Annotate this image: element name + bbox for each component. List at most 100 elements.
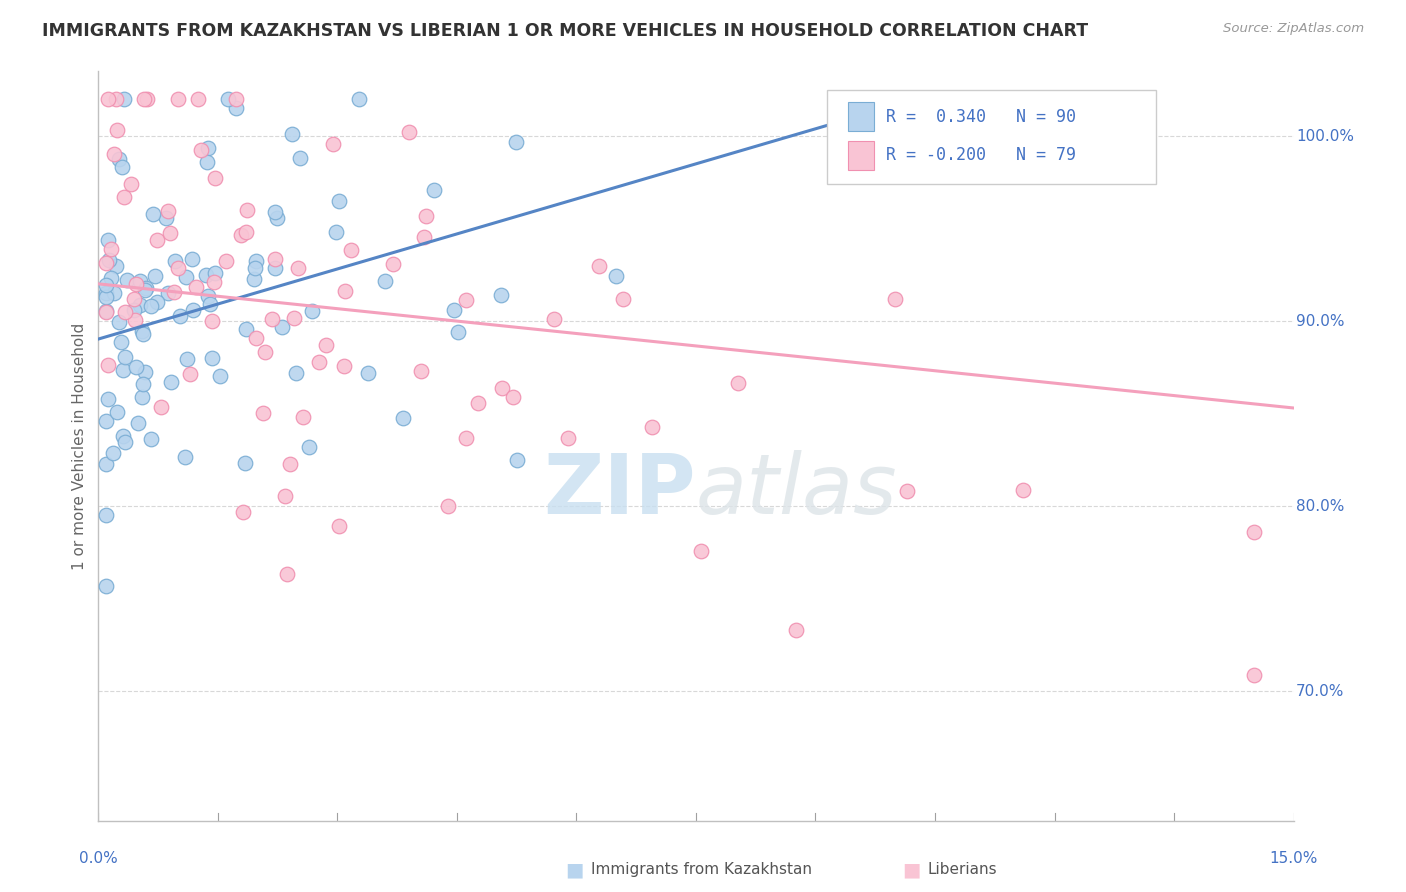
Text: ■: ■: [903, 860, 921, 880]
Point: [202, 275, 225, 289]
Point: [502, 390, 524, 404]
Point: [274, 489, 297, 503]
Text: R =  0.340   N = 90: R = 0.340 N = 90: [886, 108, 1076, 126]
Point: [374, 273, 396, 287]
Text: 100.0%: 100.0%: [1296, 128, 1354, 144]
FancyBboxPatch shape: [848, 141, 875, 169]
Point: [588, 259, 610, 273]
Point: [114, 350, 136, 364]
Point: [125, 277, 148, 291]
Point: [415, 209, 437, 223]
Point: [235, 322, 257, 336]
Point: [382, 257, 405, 271]
Point: [328, 194, 350, 209]
Point: [96, 256, 118, 270]
Point: [124, 313, 146, 327]
Point: [141, 299, 163, 313]
Point: [727, 376, 749, 390]
Point: [467, 396, 489, 410]
Point: [225, 102, 247, 116]
Point: [505, 135, 527, 149]
Point: [1012, 483, 1035, 497]
Point: [322, 137, 344, 152]
Point: [328, 519, 350, 533]
Point: [689, 544, 711, 558]
Point: [110, 334, 132, 349]
Point: [264, 204, 287, 219]
Point: [896, 484, 918, 499]
Point: [217, 92, 239, 106]
Point: [120, 177, 142, 191]
Point: [97, 392, 120, 407]
Point: [145, 234, 167, 248]
Point: [107, 152, 129, 166]
Point: [454, 431, 477, 445]
Point: [163, 285, 186, 300]
Point: [436, 499, 458, 513]
Point: [301, 304, 323, 318]
Point: [114, 435, 136, 450]
Point: [208, 368, 231, 383]
FancyBboxPatch shape: [848, 103, 875, 131]
Point: [284, 366, 307, 380]
Point: [290, 151, 312, 165]
Point: [195, 155, 218, 169]
Point: [200, 351, 222, 365]
Point: [150, 401, 173, 415]
Point: [412, 229, 434, 244]
Point: [156, 203, 179, 218]
Point: [245, 330, 267, 344]
Point: [884, 292, 907, 306]
Point: [159, 226, 181, 240]
Point: [231, 227, 253, 242]
Point: [112, 189, 135, 203]
Point: [134, 284, 156, 298]
Point: [114, 305, 136, 319]
Point: [232, 505, 254, 519]
Point: [271, 319, 294, 334]
Text: 70.0%: 70.0%: [1296, 683, 1344, 698]
Point: [160, 375, 183, 389]
Point: [105, 405, 128, 419]
Y-axis label: 1 or more Vehicles in Household: 1 or more Vehicles in Household: [72, 322, 87, 570]
Point: [142, 207, 165, 221]
Text: ZIP: ZIP: [544, 450, 696, 532]
Point: [97, 359, 120, 373]
Point: [557, 431, 579, 445]
Point: [156, 285, 179, 300]
Point: [176, 351, 198, 366]
Point: [443, 303, 465, 318]
Point: [883, 95, 905, 109]
Point: [169, 310, 191, 324]
Point: [105, 259, 128, 273]
Point: [281, 127, 304, 141]
Point: [491, 381, 513, 395]
FancyBboxPatch shape: [827, 90, 1156, 184]
Point: [612, 292, 634, 306]
Point: [233, 456, 256, 470]
Point: [333, 284, 356, 298]
Point: [125, 359, 148, 374]
Point: [235, 225, 257, 239]
Point: [96, 277, 118, 292]
Point: [283, 311, 305, 326]
Point: [96, 303, 118, 318]
Point: [243, 272, 266, 286]
Point: [146, 295, 169, 310]
Point: [785, 623, 807, 637]
Point: [103, 285, 125, 300]
Point: [187, 92, 209, 106]
Point: [174, 270, 197, 285]
Point: [115, 273, 138, 287]
Point: [100, 271, 122, 285]
Point: [236, 203, 259, 218]
Point: [1243, 667, 1265, 681]
Point: [132, 92, 155, 106]
Point: [135, 281, 157, 295]
Point: [132, 376, 155, 391]
Point: [96, 286, 118, 301]
Point: [347, 92, 370, 106]
Point: [225, 92, 247, 106]
Point: [456, 293, 478, 307]
Point: [298, 440, 321, 454]
